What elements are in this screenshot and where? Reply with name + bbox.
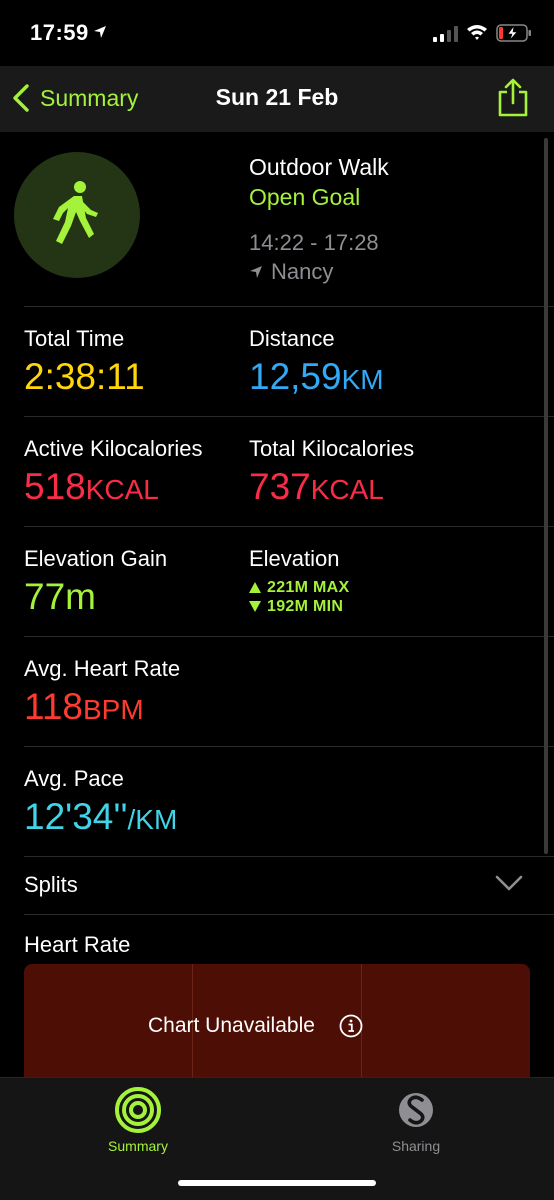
workout-goal: Open Goal: [249, 184, 361, 210]
metric-row-time-distance: Total Time 2:38:11 Distance 12,59KM: [0, 306, 554, 416]
avg-pace-unit: /KM: [127, 804, 178, 835]
workout-time-range: 14:22 - 17:28: [249, 230, 379, 255]
elevation-range: 221M MAX 192M MIN: [249, 578, 349, 616]
elevation-min: 192M MIN: [249, 597, 349, 616]
divider: [24, 746, 554, 747]
triangle-up-icon: [249, 582, 261, 593]
tab-sharing[interactable]: Sharing: [356, 1086, 476, 1154]
triangle-down-icon: [249, 601, 261, 612]
metric-elevation-gain: Elevation Gain 77m: [24, 546, 167, 618]
metric-row-elevation: Elevation Gain 77m Elevation 221M MAX 19…: [0, 526, 554, 636]
metric-row-pace: Avg. Pace 12'34''/KM: [0, 746, 554, 856]
metric-avg-pace: Avg. Pace 12'34''/KM: [24, 766, 177, 838]
metric-label: Active Kilocalories: [24, 436, 203, 461]
scrollbar[interactable]: [544, 138, 548, 854]
metric-label: Avg. Heart Rate: [24, 656, 181, 681]
chart-gridline: [361, 964, 362, 1077]
sharing-icon: [399, 1093, 433, 1127]
chevron-down-icon: [495, 875, 523, 891]
chart-gridline: [192, 964, 193, 1077]
avg-heart-rate-value: 118: [24, 686, 83, 727]
metric-label: Avg. Pace: [24, 766, 124, 791]
workout-icon-badge: [14, 152, 140, 278]
location-arrow-icon: [94, 26, 106, 38]
elevation-gain-value: 77m: [24, 576, 96, 617]
divider: [24, 856, 554, 857]
metric-label: Elevation: [249, 546, 340, 571]
tab-sharing-label: Sharing: [391, 1138, 441, 1154]
tab-summary-label: Summary: [108, 1138, 168, 1154]
avg-pace-value: 12'34'': [24, 796, 128, 837]
active-kcal-value: 518: [24, 466, 86, 507]
workout-location: Nancy: [249, 259, 333, 285]
total-kcal-value: 737: [249, 466, 311, 507]
metric-value: 518KCAL: [24, 466, 203, 508]
walking-person-icon: [53, 181, 98, 244]
workout-type: Outdoor Walk: [249, 154, 389, 180]
metric-row-heart-rate: Avg. Heart Rate 118BPM: [0, 636, 554, 746]
metric-value: 118BPM: [24, 686, 180, 728]
splits-row[interactable]: Splits: [0, 856, 554, 914]
total-kcal-unit: KCAL: [310, 474, 384, 505]
chevron-left-icon: [13, 84, 29, 112]
metric-row-kilocalories: Active Kilocalories 518KCAL Total Kiloca…: [0, 416, 554, 526]
active-kcal-unit: KCAL: [85, 474, 159, 505]
metric-value: 737KCAL: [249, 466, 414, 508]
distance-value: 12,59: [249, 356, 342, 397]
share-icon[interactable]: [496, 78, 530, 118]
metric-value: 12'34''/KM: [24, 796, 177, 838]
battery-charging-icon: [496, 24, 531, 42]
splits-label: Splits: [24, 872, 78, 897]
metric-label: Elevation Gain: [24, 546, 168, 571]
heart-rate-section-title: Heart Rate: [24, 932, 131, 957]
navigation-bar: Summary Sun 21 Feb: [0, 66, 554, 132]
chart-unavailable-message: Chart Unavailable: [148, 1014, 363, 1038]
elevation-max-value: 221M MAX: [267, 578, 350, 596]
metric-value: 2:38:11: [24, 356, 145, 398]
tab-bar: Summary Sharing: [0, 1077, 554, 1200]
metric-avg-heart-rate: Avg. Heart Rate 118BPM: [24, 656, 180, 728]
heart-rate-chart: Chart Unavailable: [24, 964, 530, 1077]
workout-location-name: Nancy: [271, 259, 334, 284]
activity-rings-icon: [115, 1087, 161, 1133]
back-button-label: Summary: [40, 84, 139, 111]
chart-unavailable-text: Chart Unavailable: [148, 1014, 315, 1037]
info-icon[interactable]: [339, 1014, 363, 1038]
workout-detail-content[interactable]: Outdoor Walk Open Goal 14:22 - 17:28 Nan…: [0, 132, 554, 1077]
workout-header: Outdoor Walk Open Goal 14:22 - 17:28 Nan…: [0, 132, 554, 306]
divider: [24, 306, 554, 307]
total-time-value: 2:38:11: [24, 356, 145, 397]
metric-distance: Distance 12,59KM: [249, 326, 384, 398]
metric-total-kilocalories: Total Kilocalories 737KCAL: [249, 436, 414, 508]
wifi-icon: [467, 25, 487, 40]
status-bar: 17:59: [0, 0, 554, 66]
distance-unit: KM: [341, 364, 384, 395]
divider: [24, 914, 554, 915]
cellular-signal-icon: [433, 26, 458, 42]
divider: [24, 416, 554, 417]
divider: [24, 526, 554, 527]
divider: [24, 636, 554, 637]
metric-total-time: Total Time 2:38:11: [24, 326, 145, 398]
location-arrow-icon: [250, 266, 262, 278]
status-time: 17:59: [30, 20, 89, 45]
elevation-min-value: 192M MIN: [267, 597, 344, 615]
tab-summary[interactable]: Summary: [78, 1086, 198, 1154]
metric-label: Distance: [249, 326, 335, 351]
metric-value: 12,59KM: [249, 356, 384, 398]
metric-active-kilocalories: Active Kilocalories 518KCAL: [24, 436, 203, 508]
metric-value: 77m: [24, 576, 167, 618]
home-indicator: [178, 1180, 376, 1186]
metric-elevation: Elevation 221M MAX 192M MIN: [249, 546, 349, 616]
page-title: Sun 21 Feb: [215, 84, 339, 110]
avg-heart-rate-unit: BPM: [83, 694, 144, 725]
metric-label: Total Kilocalories: [249, 436, 415, 461]
elevation-max: 221M MAX: [249, 578, 349, 597]
back-button[interactable]: Summary: [10, 80, 138, 116]
metric-label: Total Time: [24, 326, 125, 351]
